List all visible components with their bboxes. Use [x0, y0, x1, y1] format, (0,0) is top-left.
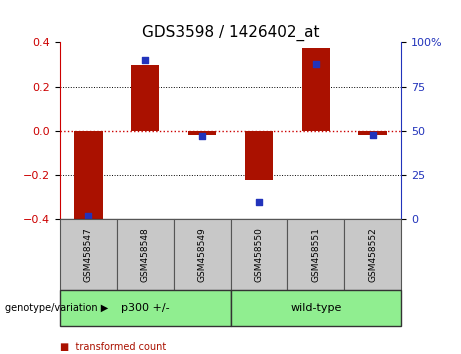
- Text: GSM458550: GSM458550: [254, 227, 263, 282]
- Bar: [230, 219, 287, 290]
- Text: wild-type: wild-type: [290, 303, 342, 313]
- Bar: [74, 131, 102, 224]
- Text: GSM458549: GSM458549: [198, 228, 207, 282]
- Bar: [60, 219, 117, 290]
- Bar: [358, 131, 387, 136]
- Point: [85, 213, 92, 219]
- Bar: [287, 219, 344, 290]
- Bar: [301, 48, 330, 131]
- Text: GSM458548: GSM458548: [141, 228, 150, 282]
- Point: [198, 133, 206, 139]
- Point: [312, 61, 319, 67]
- Text: ■  transformed count: ■ transformed count: [60, 342, 166, 352]
- Title: GDS3598 / 1426402_at: GDS3598 / 1426402_at: [142, 25, 319, 41]
- Text: GSM458552: GSM458552: [368, 228, 377, 282]
- Point: [369, 132, 376, 137]
- Text: GSM458547: GSM458547: [84, 228, 93, 282]
- Bar: [131, 65, 160, 131]
- Point: [142, 57, 149, 63]
- Bar: [188, 131, 216, 136]
- Bar: [60, 290, 230, 326]
- Point: [255, 199, 263, 205]
- Text: p300 +/-: p300 +/-: [121, 303, 170, 313]
- Bar: [230, 290, 401, 326]
- Bar: [117, 219, 174, 290]
- Bar: [344, 219, 401, 290]
- Bar: [245, 131, 273, 180]
- Text: genotype/variation ▶: genotype/variation ▶: [5, 303, 108, 313]
- Text: GSM458551: GSM458551: [311, 227, 320, 282]
- Bar: [174, 219, 230, 290]
